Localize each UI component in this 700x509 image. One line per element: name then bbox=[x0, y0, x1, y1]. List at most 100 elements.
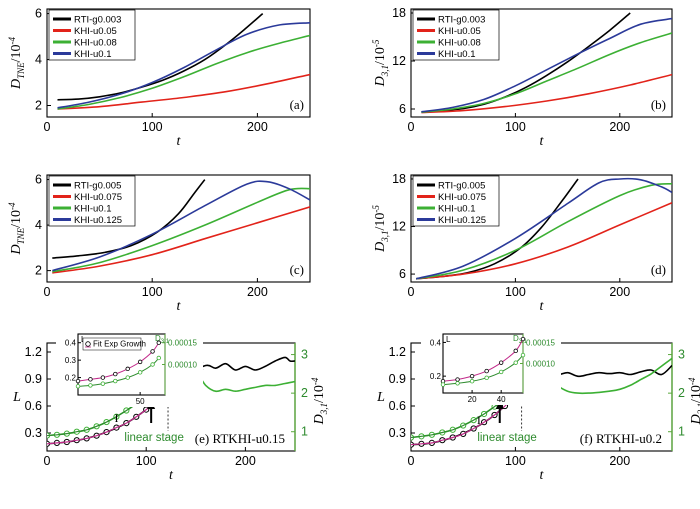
inset-legend-box bbox=[82, 337, 142, 351]
inset-data-point bbox=[455, 377, 460, 382]
x-axis-label: t bbox=[540, 468, 545, 483]
inset-y2-tick-label: 0.00015 bbox=[168, 339, 197, 348]
x-tick-label: 0 bbox=[408, 120, 415, 134]
series-line-1 bbox=[57, 73, 310, 110]
inset-y-tick-label: 0.2 bbox=[65, 374, 77, 383]
y-tick-label: 6 bbox=[399, 267, 406, 281]
inset-legend-marker bbox=[85, 341, 91, 347]
plot-frame bbox=[46, 8, 311, 118]
y2-tick-label: 1 bbox=[678, 425, 685, 439]
y-tick-label: 6 bbox=[35, 7, 42, 21]
stage-I-label: I bbox=[477, 413, 481, 427]
legend-entry: KHI-u0.125 bbox=[438, 215, 486, 226]
stage-I-label: I bbox=[114, 411, 118, 425]
inset-markers-0 bbox=[440, 336, 526, 384]
inset-data-point bbox=[137, 370, 143, 375]
fit-line-L bbox=[411, 394, 516, 446]
inset-markers-1 bbox=[75, 355, 161, 389]
y-tick-label: 12 bbox=[392, 220, 406, 234]
x-axis-label: t bbox=[540, 134, 545, 149]
series-line-0 bbox=[421, 12, 631, 113]
linear-stage-label: linear stage bbox=[477, 432, 536, 444]
inset-data-point bbox=[75, 384, 81, 389]
y-tick-label: 2 bbox=[35, 99, 42, 113]
x-tick-label: 0 bbox=[44, 285, 51, 299]
inset-y2-tick-label: 0.00015 bbox=[526, 338, 555, 347]
y-tick-label: 0.9 bbox=[25, 372, 42, 386]
inset-markers-1 bbox=[440, 352, 526, 387]
x-tick-label: 200 bbox=[235, 454, 256, 468]
panel-a: 0 100 200246tDTNE/10-4RTI-g0.003KHI-u0.05K… bbox=[7, 7, 311, 149]
panel-tag: (f) RTKHI-u0.2 bbox=[580, 431, 662, 446]
series-line-2 bbox=[416, 182, 672, 280]
inset-data-point bbox=[113, 378, 118, 384]
legend-entry: KHI-u0.05 bbox=[438, 26, 481, 37]
plot-frame bbox=[410, 8, 673, 118]
y-axis-label: L bbox=[12, 390, 21, 405]
y-tick-label: 1.2 bbox=[389, 345, 406, 359]
x-tick-label: 100 bbox=[505, 454, 526, 468]
series-line-1 bbox=[52, 206, 310, 274]
inset-x-tick-label: 50 bbox=[136, 397, 145, 406]
y-axis-label: DTNE/10-4 bbox=[7, 202, 26, 256]
y2-axis-label: D3,1/10-4 bbox=[310, 377, 329, 425]
inset-y-tick-label: 0.2 bbox=[430, 372, 442, 381]
svg-text:D3,1/10-4: D3,1/10-4 bbox=[310, 377, 329, 425]
panel-tag: (d) bbox=[651, 262, 666, 277]
series-line-3 bbox=[421, 17, 672, 113]
inset-data-point bbox=[125, 366, 130, 372]
legend-entry: KHI-u0.08 bbox=[74, 38, 117, 49]
x-axis-label: t bbox=[169, 468, 174, 483]
y-tick-label: 6 bbox=[399, 102, 406, 116]
inset-data-point bbox=[513, 360, 518, 365]
y2-axis-label: D3,1/10-4 bbox=[687, 377, 700, 425]
inset-data-point bbox=[455, 381, 460, 386]
series-line-1 bbox=[416, 201, 672, 280]
legend-entry: KHI-u0.1 bbox=[74, 204, 112, 215]
legend-entry: RTI-g0.003 bbox=[438, 15, 485, 26]
inset-data-point bbox=[150, 362, 155, 367]
series-group bbox=[57, 12, 310, 110]
legend-entry: KHI-u0.1 bbox=[74, 49, 112, 60]
x-tick-label: 200 bbox=[247, 285, 268, 299]
legend-entry: KHI-u0.125 bbox=[74, 215, 122, 226]
inset-y2-tick-label: 0.00010 bbox=[526, 360, 555, 369]
svg-text:DTNE/10-4: DTNE/10-4 bbox=[7, 36, 26, 90]
panel-tag: (e) RTKHI-u0.15 bbox=[195, 431, 285, 446]
legend-entry: KHI-u0.075 bbox=[438, 192, 486, 203]
y-tick-label: 4 bbox=[35, 218, 42, 232]
inset-data-point bbox=[484, 368, 489, 374]
series-group bbox=[415, 177, 672, 280]
series-line-3 bbox=[57, 22, 310, 109]
series-line-3 bbox=[415, 177, 672, 280]
legend-entry: RTI-g0.005 bbox=[74, 181, 121, 192]
x-tick-label: 100 bbox=[136, 454, 157, 468]
inset-y2-label: D3,1 bbox=[155, 334, 170, 345]
x-axis-label: t bbox=[177, 134, 182, 149]
inset-f: 20 40 0.2 0.4 0.00010 0.00015 L D3,1 bbox=[421, 324, 561, 405]
panel-f: 0 100 200 0.3 0.6 0.9 1.2 1 2 3 t L D3,1/10-4 (f) RTK… bbox=[376, 324, 700, 483]
panel-tag: (c) bbox=[290, 262, 304, 277]
inset-data-point bbox=[469, 379, 475, 384]
y-tick-label: 12 bbox=[392, 54, 406, 68]
inset-data-point bbox=[100, 375, 106, 380]
legend-entry: KHI-u0.05 bbox=[74, 26, 117, 37]
inset-data-point bbox=[469, 373, 475, 379]
x-tick-label: 200 bbox=[609, 454, 630, 468]
inset-x-tick-label: 20 bbox=[468, 395, 477, 404]
y2-tick-label: 2 bbox=[678, 386, 685, 400]
inset-data-point bbox=[156, 340, 161, 345]
panel-b: 0 100 20061218tD3,1/10-5RTI-g0.003KHI-u0.0… bbox=[371, 6, 673, 149]
x-axis-label: t bbox=[177, 299, 182, 314]
x-tick-label: 200 bbox=[609, 285, 630, 299]
x-tick-label: 200 bbox=[247, 120, 268, 134]
panel-e: 0 100 200 0.3 0.6 0.9 1.2 1 2 3 t L D3,1/10-4 (e) RTK… bbox=[12, 324, 329, 483]
y-axis-label: DTNE/10-4 bbox=[7, 36, 26, 90]
y-tick-label: 18 bbox=[392, 6, 406, 20]
inset-markers-0 bbox=[75, 340, 161, 384]
